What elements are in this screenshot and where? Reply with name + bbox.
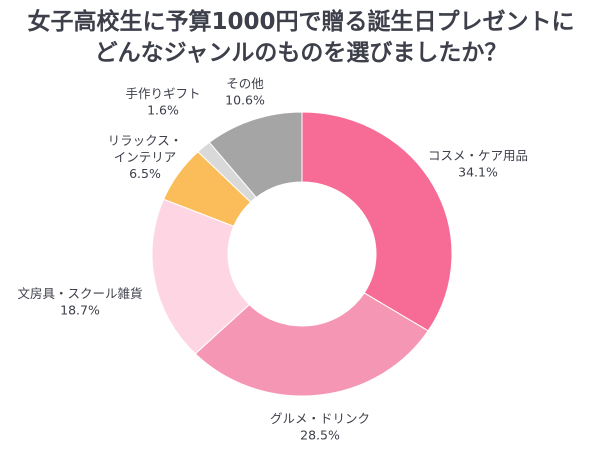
donut-slice <box>194 292 429 397</box>
chart-title-line-1: 女子高校生に予算1000円で贈る誕生日プレゼントに <box>27 9 575 35</box>
slice-value-label: 10.6% <box>225 93 265 108</box>
slice-category-label: グルメ・ドリンク <box>270 411 370 426</box>
slice-category-label: その他 <box>226 76 264 91</box>
slice-category-label: 手作りギフト <box>125 86 200 101</box>
slice-category-label: リラックス・ <box>108 133 183 148</box>
donut-slice <box>301 111 453 332</box>
slice-value-label: 18.7% <box>60 303 100 318</box>
slice-category-label: インテリア <box>114 150 177 165</box>
slice-category-label: 文房具・スクール雑貨 <box>17 286 142 301</box>
donut-slice <box>151 198 251 355</box>
slice-value-label: 1.6% <box>147 103 179 118</box>
slice-value-label: 6.5% <box>129 166 161 181</box>
slice-category-label: コスメ・ケア用品 <box>428 148 528 163</box>
slice-value-label: 34.1% <box>458 165 498 180</box>
chart-title-line-2: どんなジャンルのものを選びましたか？ <box>94 40 508 66</box>
slice-value-label: 28.5% <box>300 428 340 443</box>
donut-slice <box>208 111 303 199</box>
